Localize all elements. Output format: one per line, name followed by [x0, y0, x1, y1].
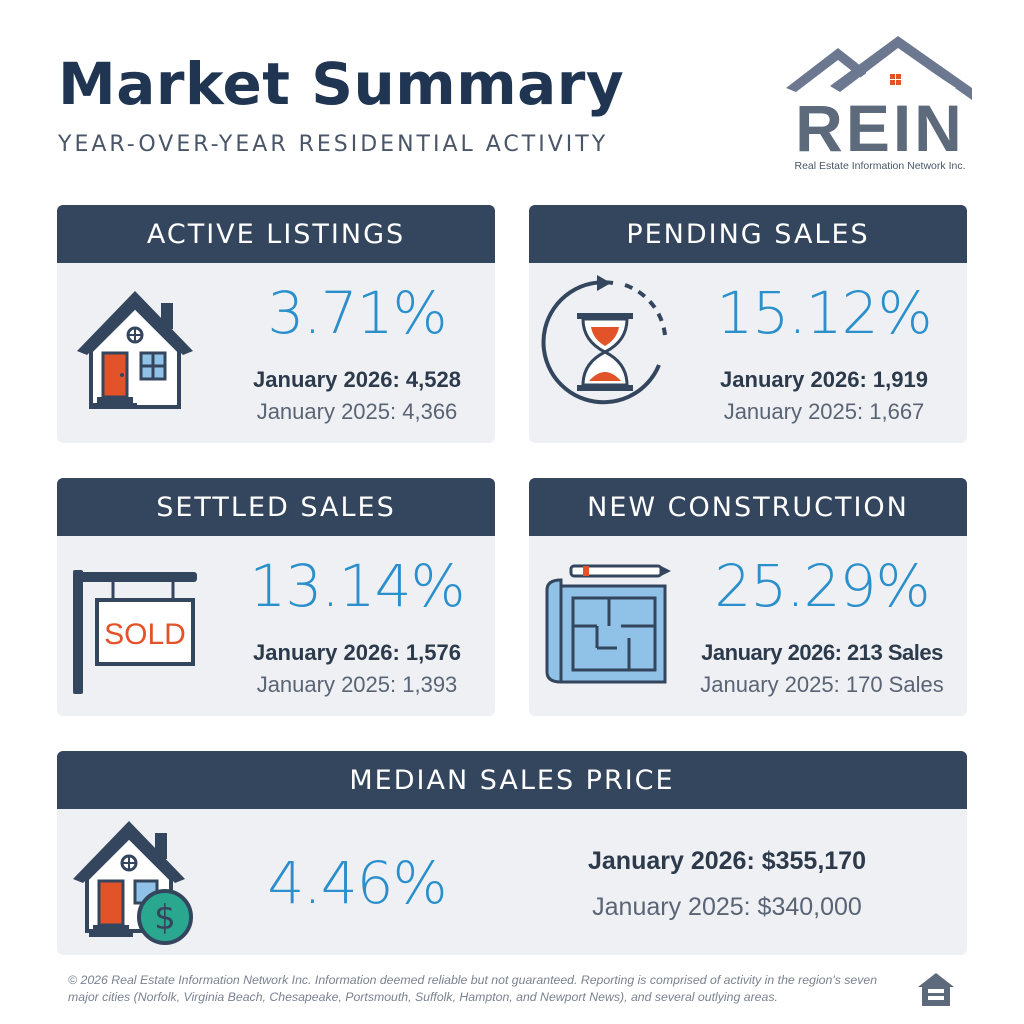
rein-logo-roof-icon: [786, 36, 972, 100]
percent-change: 3.71%: [267, 279, 447, 347]
card-title: ACTIVE LISTINGS: [57, 205, 495, 263]
current-value: January 2026: 213 Sales: [701, 640, 943, 665]
previous-value: January 2025: $340,000: [592, 893, 862, 921]
hourglass-icon: [541, 275, 667, 405]
percent-change: 4.46%: [267, 849, 447, 917]
previous-value: January 2025: 1,667: [723, 399, 925, 424]
current-value: January 2026: $355,170: [588, 847, 866, 875]
blueprint-icon: [545, 564, 671, 684]
previous-value: January 2025: 4,366: [256, 399, 458, 424]
footer-disclaimer: © 2026 Real Estate Information Network I…: [68, 973, 878, 1004]
card-pending-sales: PENDING SALES 15.12% January 2026: 1,919…: [529, 205, 967, 443]
card-title: SETTLED SALES: [57, 478, 495, 536]
card-new-construction: NEW CONSTRUCTION 25.29% January 2026: 21…: [529, 478, 967, 716]
card-median-sales-price: MEDIAN SALES PRICE $ 4.46% January 2026:…: [57, 751, 967, 955]
dollar-sign-text: $: [154, 898, 176, 938]
logo-tagline: Real Estate Information Network Inc.: [794, 160, 966, 172]
current-value: January 2026: 1,919: [720, 367, 928, 392]
card-settled-sales: SETTLED SALES SOLD 13.14% January 2026: …: [57, 478, 495, 716]
current-value: January 2026: 1,576: [253, 640, 461, 665]
previous-value: January 2025: 170 Sales: [700, 672, 944, 697]
card-active-listings: ACTIVE LISTINGS 3.71% January 2026: 4,52…: [57, 205, 495, 443]
percent-change: 15.12%: [716, 279, 932, 347]
page-title: Market Summary: [58, 50, 625, 118]
house-icon: [77, 291, 193, 409]
previous-value: January 2025: 1,393: [256, 672, 458, 697]
card-title: NEW CONSTRUCTION: [529, 478, 967, 536]
card-title: MEDIAN SALES PRICE: [57, 751, 967, 809]
logo-wordmark: REIN: [795, 91, 965, 165]
percent-change: 25.29%: [714, 552, 930, 620]
current-value: January 2026: 4,528: [253, 367, 461, 392]
sold-sign-icon: SOLD: [73, 570, 197, 694]
card-title: PENDING SALES: [529, 205, 967, 263]
equal-housing-icon: [918, 973, 954, 1006]
sold-sign-text: SOLD: [104, 618, 186, 651]
percent-change: 13.14%: [249, 552, 465, 620]
house-dollar-icon: $: [73, 821, 193, 945]
page-subtitle: YEAR-OVER-YEAR RESIDENTIAL ACTIVITY: [58, 132, 609, 157]
